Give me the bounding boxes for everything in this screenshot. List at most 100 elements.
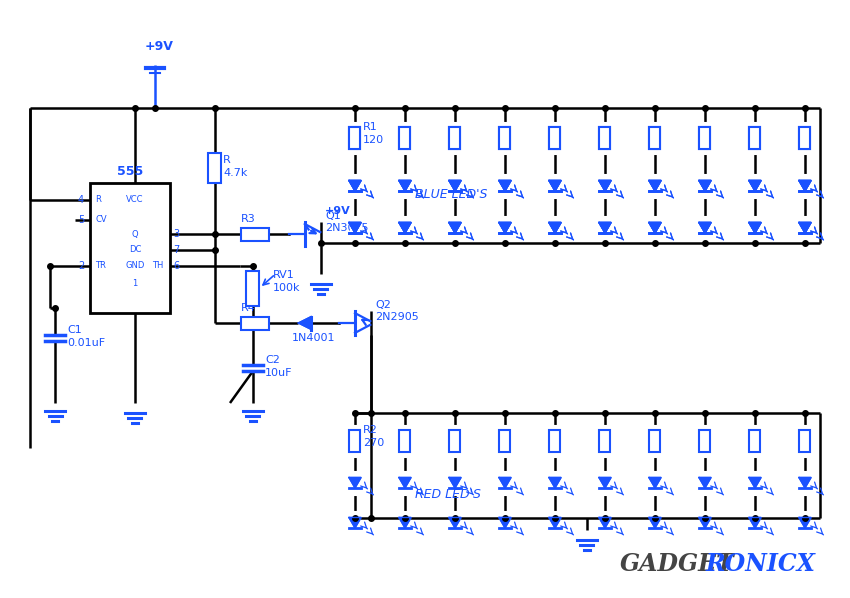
Polygon shape (799, 181, 811, 191)
Text: 1: 1 (133, 279, 138, 288)
Bar (500, 127, 511, 149)
Text: 4: 4 (78, 195, 84, 205)
Bar (349, 430, 360, 452)
Text: 555: 555 (116, 165, 143, 178)
Polygon shape (349, 222, 361, 233)
Polygon shape (449, 222, 461, 233)
Bar (649, 127, 660, 149)
Text: GND: GND (125, 261, 144, 270)
Polygon shape (549, 222, 561, 233)
Bar (649, 127, 660, 149)
Polygon shape (399, 477, 411, 488)
Text: 3: 3 (173, 229, 179, 239)
Bar (700, 430, 711, 452)
Bar (750, 127, 761, 149)
Polygon shape (799, 181, 811, 191)
Text: R1: R1 (363, 122, 377, 132)
Text: R4: R4 (241, 303, 256, 313)
Bar (649, 430, 660, 452)
Bar (241, 227, 269, 240)
Bar (500, 430, 511, 452)
Text: RED LED'S: RED LED'S (415, 488, 481, 501)
Polygon shape (549, 222, 561, 233)
Bar (90, 183, 170, 313)
Polygon shape (599, 181, 611, 191)
Bar (450, 430, 461, 452)
Polygon shape (349, 477, 361, 488)
Text: 0.01uF: 0.01uF (67, 338, 105, 348)
Bar (500, 127, 511, 149)
Bar (549, 430, 560, 452)
Polygon shape (349, 181, 361, 191)
Text: 4.7k: 4.7k (223, 168, 247, 178)
Polygon shape (749, 222, 761, 233)
Polygon shape (499, 517, 511, 528)
Text: 2N2905: 2N2905 (375, 312, 419, 322)
Polygon shape (599, 181, 611, 191)
Polygon shape (699, 222, 711, 233)
Text: TR: TR (95, 261, 106, 270)
Polygon shape (399, 181, 411, 191)
Bar (549, 127, 560, 149)
Text: GADGET: GADGET (620, 552, 734, 576)
Polygon shape (399, 181, 411, 191)
Polygon shape (599, 477, 611, 488)
Polygon shape (399, 222, 411, 233)
Polygon shape (699, 222, 711, 233)
Polygon shape (599, 222, 611, 233)
Bar (599, 127, 610, 149)
Polygon shape (549, 181, 561, 191)
Polygon shape (649, 181, 661, 191)
Text: R: R (95, 196, 101, 205)
Text: 270: 270 (363, 438, 384, 448)
Text: +9V: +9V (325, 206, 351, 216)
Bar (400, 127, 411, 149)
Polygon shape (699, 477, 711, 488)
Polygon shape (749, 477, 761, 488)
Bar (349, 127, 360, 149)
Bar (349, 127, 360, 149)
Text: TH: TH (152, 261, 163, 270)
Bar (750, 127, 761, 149)
Text: 1N4001: 1N4001 (292, 333, 336, 343)
Bar (800, 127, 811, 149)
Polygon shape (499, 222, 511, 233)
Polygon shape (649, 222, 661, 233)
Polygon shape (349, 517, 361, 528)
Bar (241, 316, 269, 329)
Bar (750, 430, 761, 452)
Text: 10uF: 10uF (265, 368, 292, 378)
Text: 6: 6 (173, 261, 179, 271)
Polygon shape (699, 181, 711, 191)
Bar (208, 153, 222, 183)
Bar (549, 127, 560, 149)
Text: 270: 270 (241, 227, 263, 237)
Text: DC: DC (129, 246, 141, 255)
Polygon shape (749, 517, 761, 528)
Text: R2: R2 (363, 425, 378, 435)
Polygon shape (399, 517, 411, 528)
Polygon shape (649, 477, 661, 488)
Bar (599, 430, 610, 452)
Text: 180: 180 (241, 316, 262, 326)
Polygon shape (549, 181, 561, 191)
Polygon shape (799, 477, 811, 488)
Text: R3: R3 (241, 214, 256, 224)
Polygon shape (499, 181, 511, 191)
Text: VCC: VCC (127, 196, 144, 205)
Polygon shape (298, 316, 311, 329)
Text: Q: Q (132, 230, 139, 239)
Polygon shape (449, 222, 461, 233)
Polygon shape (449, 477, 461, 488)
Polygon shape (699, 181, 711, 191)
Polygon shape (549, 517, 561, 528)
Text: Q2: Q2 (375, 300, 391, 310)
Text: BLUE LED'S: BLUE LED'S (415, 188, 487, 201)
Polygon shape (799, 517, 811, 528)
Polygon shape (599, 222, 611, 233)
Bar (800, 430, 811, 452)
Polygon shape (499, 181, 511, 191)
Polygon shape (749, 181, 761, 191)
Text: C2: C2 (265, 355, 280, 365)
Polygon shape (799, 222, 811, 233)
